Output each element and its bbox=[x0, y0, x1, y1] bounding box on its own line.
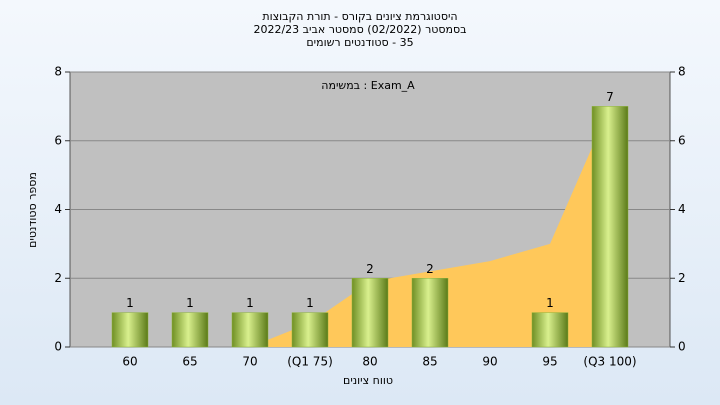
y-tick-label: 6 bbox=[54, 133, 62, 147]
bar bbox=[171, 312, 209, 348]
x-tick-label: (Q1 75) bbox=[287, 355, 333, 369]
x-tick-label: (Q3 100) bbox=[583, 355, 636, 369]
x-tick-label: 90 bbox=[482, 355, 497, 369]
data-label: 2 bbox=[426, 262, 434, 276]
data-label: 1 bbox=[306, 296, 314, 310]
y2-tick-label: 4 bbox=[678, 202, 686, 216]
data-label: 2 bbox=[366, 262, 374, 276]
bar bbox=[411, 278, 449, 348]
y2-tick-label: 2 bbox=[678, 271, 686, 285]
x-tick-label: 80 bbox=[362, 355, 377, 369]
data-label: 1 bbox=[546, 296, 554, 310]
y2-tick-label: 8 bbox=[678, 65, 686, 79]
y-tick-label: 8 bbox=[54, 65, 62, 79]
bar bbox=[291, 312, 329, 348]
x-tick-label: 70 bbox=[242, 355, 257, 369]
bar bbox=[531, 312, 569, 348]
data-label: 1 bbox=[246, 296, 254, 310]
bar bbox=[351, 278, 389, 348]
x-axis-label: טווח ציונים bbox=[343, 374, 393, 387]
y2-tick-label: 6 bbox=[678, 133, 686, 147]
bar bbox=[111, 312, 149, 348]
bar bbox=[231, 312, 269, 348]
chart-title: היסטוגרמת ציונים בקורס - תורת הקבוצות bbox=[262, 10, 457, 23]
x-tick-label: 85 bbox=[422, 355, 437, 369]
x-tick-label: 65 bbox=[182, 355, 197, 369]
chart-subtitle: 35 - סטודנטים רשומים bbox=[306, 36, 413, 49]
y2-tick-label: 0 bbox=[678, 340, 686, 354]
x-tick-label: 95 bbox=[542, 355, 557, 369]
x-tick-label: 60 bbox=[122, 355, 137, 369]
chart-subtitle: בסמסטר (02/2022) סמסטר אביב 2022/23 bbox=[253, 23, 466, 36]
y-tick-label: 0 bbox=[54, 340, 62, 354]
y-axis-label: מספר סטודנטים bbox=[26, 172, 39, 248]
y-tick-label: 4 bbox=[54, 202, 62, 216]
data-label: 1 bbox=[186, 296, 194, 310]
data-label: 1 bbox=[126, 296, 134, 310]
y-tick-label: 2 bbox=[54, 271, 62, 285]
data-label: 7 bbox=[606, 90, 614, 104]
bar bbox=[591, 106, 629, 348]
annotation: Exam_A : במשימה bbox=[321, 79, 415, 92]
area bbox=[250, 106, 610, 347]
